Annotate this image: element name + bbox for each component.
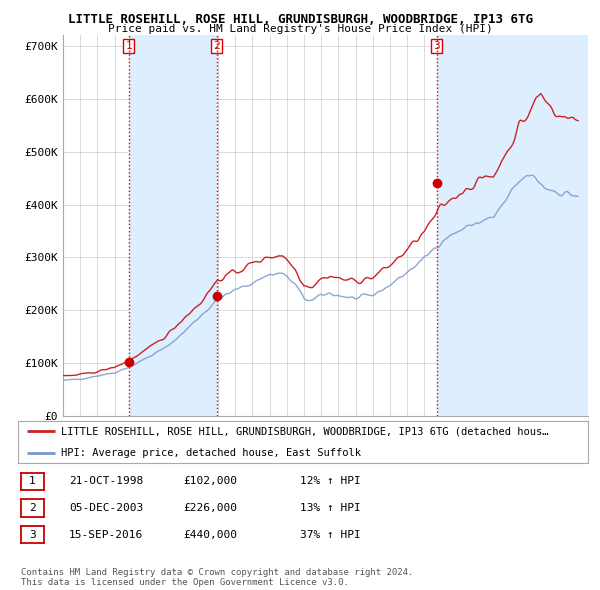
Text: LITTLE ROSEHILL, ROSE HILL, GRUNDISBURGH, WOODBRIDGE, IP13 6TG: LITTLE ROSEHILL, ROSE HILL, GRUNDISBURGH… <box>67 13 533 26</box>
Text: 12% ↑ HPI: 12% ↑ HPI <box>300 477 361 486</box>
Text: 05-DEC-2003: 05-DEC-2003 <box>69 503 143 513</box>
Text: £102,000: £102,000 <box>183 477 237 486</box>
Text: 3: 3 <box>433 41 440 51</box>
Text: 13% ↑ HPI: 13% ↑ HPI <box>300 503 361 513</box>
Bar <box>437 35 588 416</box>
Text: £440,000: £440,000 <box>183 530 237 539</box>
Bar <box>128 35 217 416</box>
Text: Price paid vs. HM Land Registry's House Price Index (HPI): Price paid vs. HM Land Registry's House … <box>107 24 493 34</box>
Text: 37% ↑ HPI: 37% ↑ HPI <box>300 530 361 539</box>
Text: 2: 2 <box>213 41 220 51</box>
Text: 1: 1 <box>29 477 36 486</box>
Text: 3: 3 <box>29 530 36 539</box>
Text: 1: 1 <box>125 41 132 51</box>
Text: £226,000: £226,000 <box>183 503 237 513</box>
Text: HPI: Average price, detached house, East Suffolk: HPI: Average price, detached house, East… <box>61 448 361 457</box>
Text: 2: 2 <box>29 503 36 513</box>
Text: 21-OCT-1998: 21-OCT-1998 <box>69 477 143 486</box>
Text: Contains HM Land Registry data © Crown copyright and database right 2024.
This d: Contains HM Land Registry data © Crown c… <box>21 568 413 587</box>
Text: LITTLE ROSEHILL, ROSE HILL, GRUNDISBURGH, WOODBRIDGE, IP13 6TG (detached hous…: LITTLE ROSEHILL, ROSE HILL, GRUNDISBURGH… <box>61 427 548 436</box>
Text: 15-SEP-2016: 15-SEP-2016 <box>69 530 143 539</box>
